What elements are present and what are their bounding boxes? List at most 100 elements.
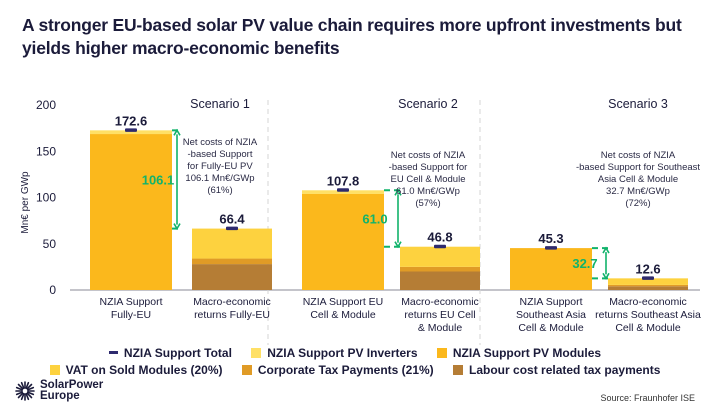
bar-segment-nzia-support-pv-modules [302, 193, 384, 290]
bar-segment-vat-on-sold-modules-20 [400, 246, 480, 267]
net-cost-annotation: (61%) [207, 185, 232, 196]
total-marker [434, 244, 446, 249]
total-value-label: 12.6 [635, 261, 660, 276]
total-value-label: 45.3 [538, 231, 563, 246]
category-label: Macro-economic [609, 296, 687, 308]
legend-item-pv-modules: NZIA Support PV Modules [436, 345, 602, 360]
bar-segment-nzia-support-pv-inverters [302, 190, 384, 194]
logo-line-2: Europe [40, 390, 80, 402]
total-value-label: 172.6 [115, 113, 148, 128]
category-label: Macro-economic [401, 296, 479, 308]
difference-arrow-head-up [394, 188, 402, 196]
bar-segment-vat-on-sold-modules-20 [192, 228, 272, 259]
difference-arrow-head-down [394, 241, 402, 249]
bar-segment-corporate-tax-payments-21 [192, 258, 272, 265]
net-cost-annotation: -based Support for Southeast [576, 162, 700, 173]
total-marker [337, 188, 349, 192]
category-label: Cell & Module [615, 322, 681, 334]
category-label: Fully-EU [111, 309, 151, 321]
y-tick-label: 50 [43, 237, 57, 251]
chart-plot: 0 50 100 150 200 Mn€ per GWp Scenario 1 172.6 NZ… [20, 97, 701, 345]
legend-label: Labour cost related tax payments [469, 362, 661, 377]
net-cost-annotation: Net costs of NZIA [391, 150, 466, 161]
total-value-label: 46.8 [427, 230, 452, 245]
net-cost-annotation: 61.0 Mn€/GWp [396, 186, 460, 197]
total-marker [545, 246, 557, 250]
solarpower-europe-logo: SolarPower Europe [15, 379, 104, 402]
bar-segment-vat-on-sold-modules-20 [608, 278, 688, 285]
legend-label: VAT on Sold Modules (20%) [65, 362, 223, 377]
legend-swatch [453, 364, 464, 375]
legend-item-corporate-tax: Corporate Tax Payments (21%) [241, 362, 434, 377]
total-value-label: 107.8 [327, 173, 360, 188]
scenario-title: Scenario 3 [608, 97, 668, 111]
bar-segment-nzia-support-pv-inverters [90, 130, 172, 135]
legend-item-nzia-total: NZIA Support Total [108, 345, 232, 360]
bar-segment-nzia-support-pv-modules [510, 248, 592, 290]
legend-label: NZIA Support PV Modules [452, 345, 602, 360]
legend-label: NZIA Support Total [123, 345, 232, 360]
total-marker [226, 226, 238, 231]
net-cost-annotation: for Fully-EU PV [187, 161, 253, 172]
category-label: Cell & Module [310, 309, 376, 321]
scenario-title: Scenario 2 [398, 97, 458, 111]
source-note: Source: Fraunhofer ISE [600, 393, 695, 403]
bar-segment-labour-cost-related-tax-payments [400, 271, 480, 290]
legend-swatch [436, 347, 447, 358]
category-label: returns Fully-EU [194, 309, 270, 321]
total-marker [642, 276, 654, 280]
y-axis-label: Mn€ per GWp [20, 171, 31, 234]
legend-row-1: NZIA Support Total NZIA Support PV Inver… [0, 345, 710, 360]
category-label: Macro-economic [193, 296, 271, 308]
legend-label: Corporate Tax Payments (21%) [257, 362, 434, 377]
legend-swatch [49, 364, 60, 375]
scenario-title: Scenario 1 [190, 97, 250, 111]
category-label: NZIA Support [519, 296, 582, 308]
difference-value-label: 32.7 [572, 256, 597, 271]
y-tick-label: 200 [36, 98, 56, 112]
net-cost-annotation: EU Cell & Module [391, 174, 466, 185]
difference-value-label: 106.1 [142, 172, 175, 187]
legend-swatch [241, 364, 252, 375]
legend-swatch [108, 350, 118, 354]
net-cost-annotation: (57%) [415, 198, 440, 209]
net-cost-annotation: 32.7 Mn€/GWp [606, 186, 670, 197]
difference-arrow-head-down [602, 272, 610, 280]
legend-item-vat: VAT on Sold Modules (20%) [49, 362, 223, 377]
chart-title: A stronger EU-based solar PV value chain… [22, 15, 682, 58]
legend-swatch [251, 347, 262, 358]
net-cost-annotation: Asia Cell & Module [598, 174, 678, 185]
net-cost-annotation: 106.1 Mn€/GWp [185, 173, 254, 184]
bar-segment-labour-cost-related-tax-payments [192, 264, 272, 290]
total-value-label: 66.4 [219, 212, 245, 227]
bar-segment-corporate-tax-payments-21 [400, 266, 480, 272]
bar-segment-labour-cost-related-tax-payments [608, 286, 688, 290]
logo-line-1: SolarPower [40, 379, 104, 391]
legend-label: NZIA Support PV Inverters [267, 345, 418, 360]
logo-text: SolarPower Europe [40, 379, 104, 402]
category-label: Southeast Asia [516, 309, 586, 321]
category-label: returns Southeast Asia [595, 309, 701, 321]
bar-segment-nzia-support-pv-modules [90, 134, 172, 290]
category-label: NZIA Support [99, 296, 162, 308]
legend-row-2: VAT on Sold Modules (20%) Corporate Tax … [0, 362, 710, 377]
y-tick-label: 0 [49, 283, 56, 297]
y-tick-label: 150 [36, 144, 56, 158]
net-cost-annotation: Net costs of NZIA [183, 137, 258, 148]
category-label: Cell & Module [518, 322, 584, 334]
y-tick-label: 100 [36, 191, 56, 205]
total-marker [125, 128, 137, 132]
difference-arrow-head-up [173, 128, 181, 136]
net-cost-annotation: Net costs of NZIA [601, 150, 676, 161]
legend-item-labour-tax: Labour cost related tax payments [453, 363, 660, 377]
net-cost-annotation: -based Support [188, 149, 253, 160]
difference-value-label: 61.0 [362, 211, 387, 226]
category-label: returns EU Cell [404, 309, 475, 321]
category-label: NZIA Support EU [303, 296, 384, 308]
bar-segment-corporate-tax-payments-21 [608, 284, 688, 287]
difference-arrow-head-up [602, 246, 610, 254]
net-cost-annotation: (72%) [625, 198, 650, 209]
category-label: & Module [418, 322, 463, 334]
difference-arrow-head-down [173, 223, 181, 231]
net-cost-annotation: -based Support for [389, 162, 468, 173]
